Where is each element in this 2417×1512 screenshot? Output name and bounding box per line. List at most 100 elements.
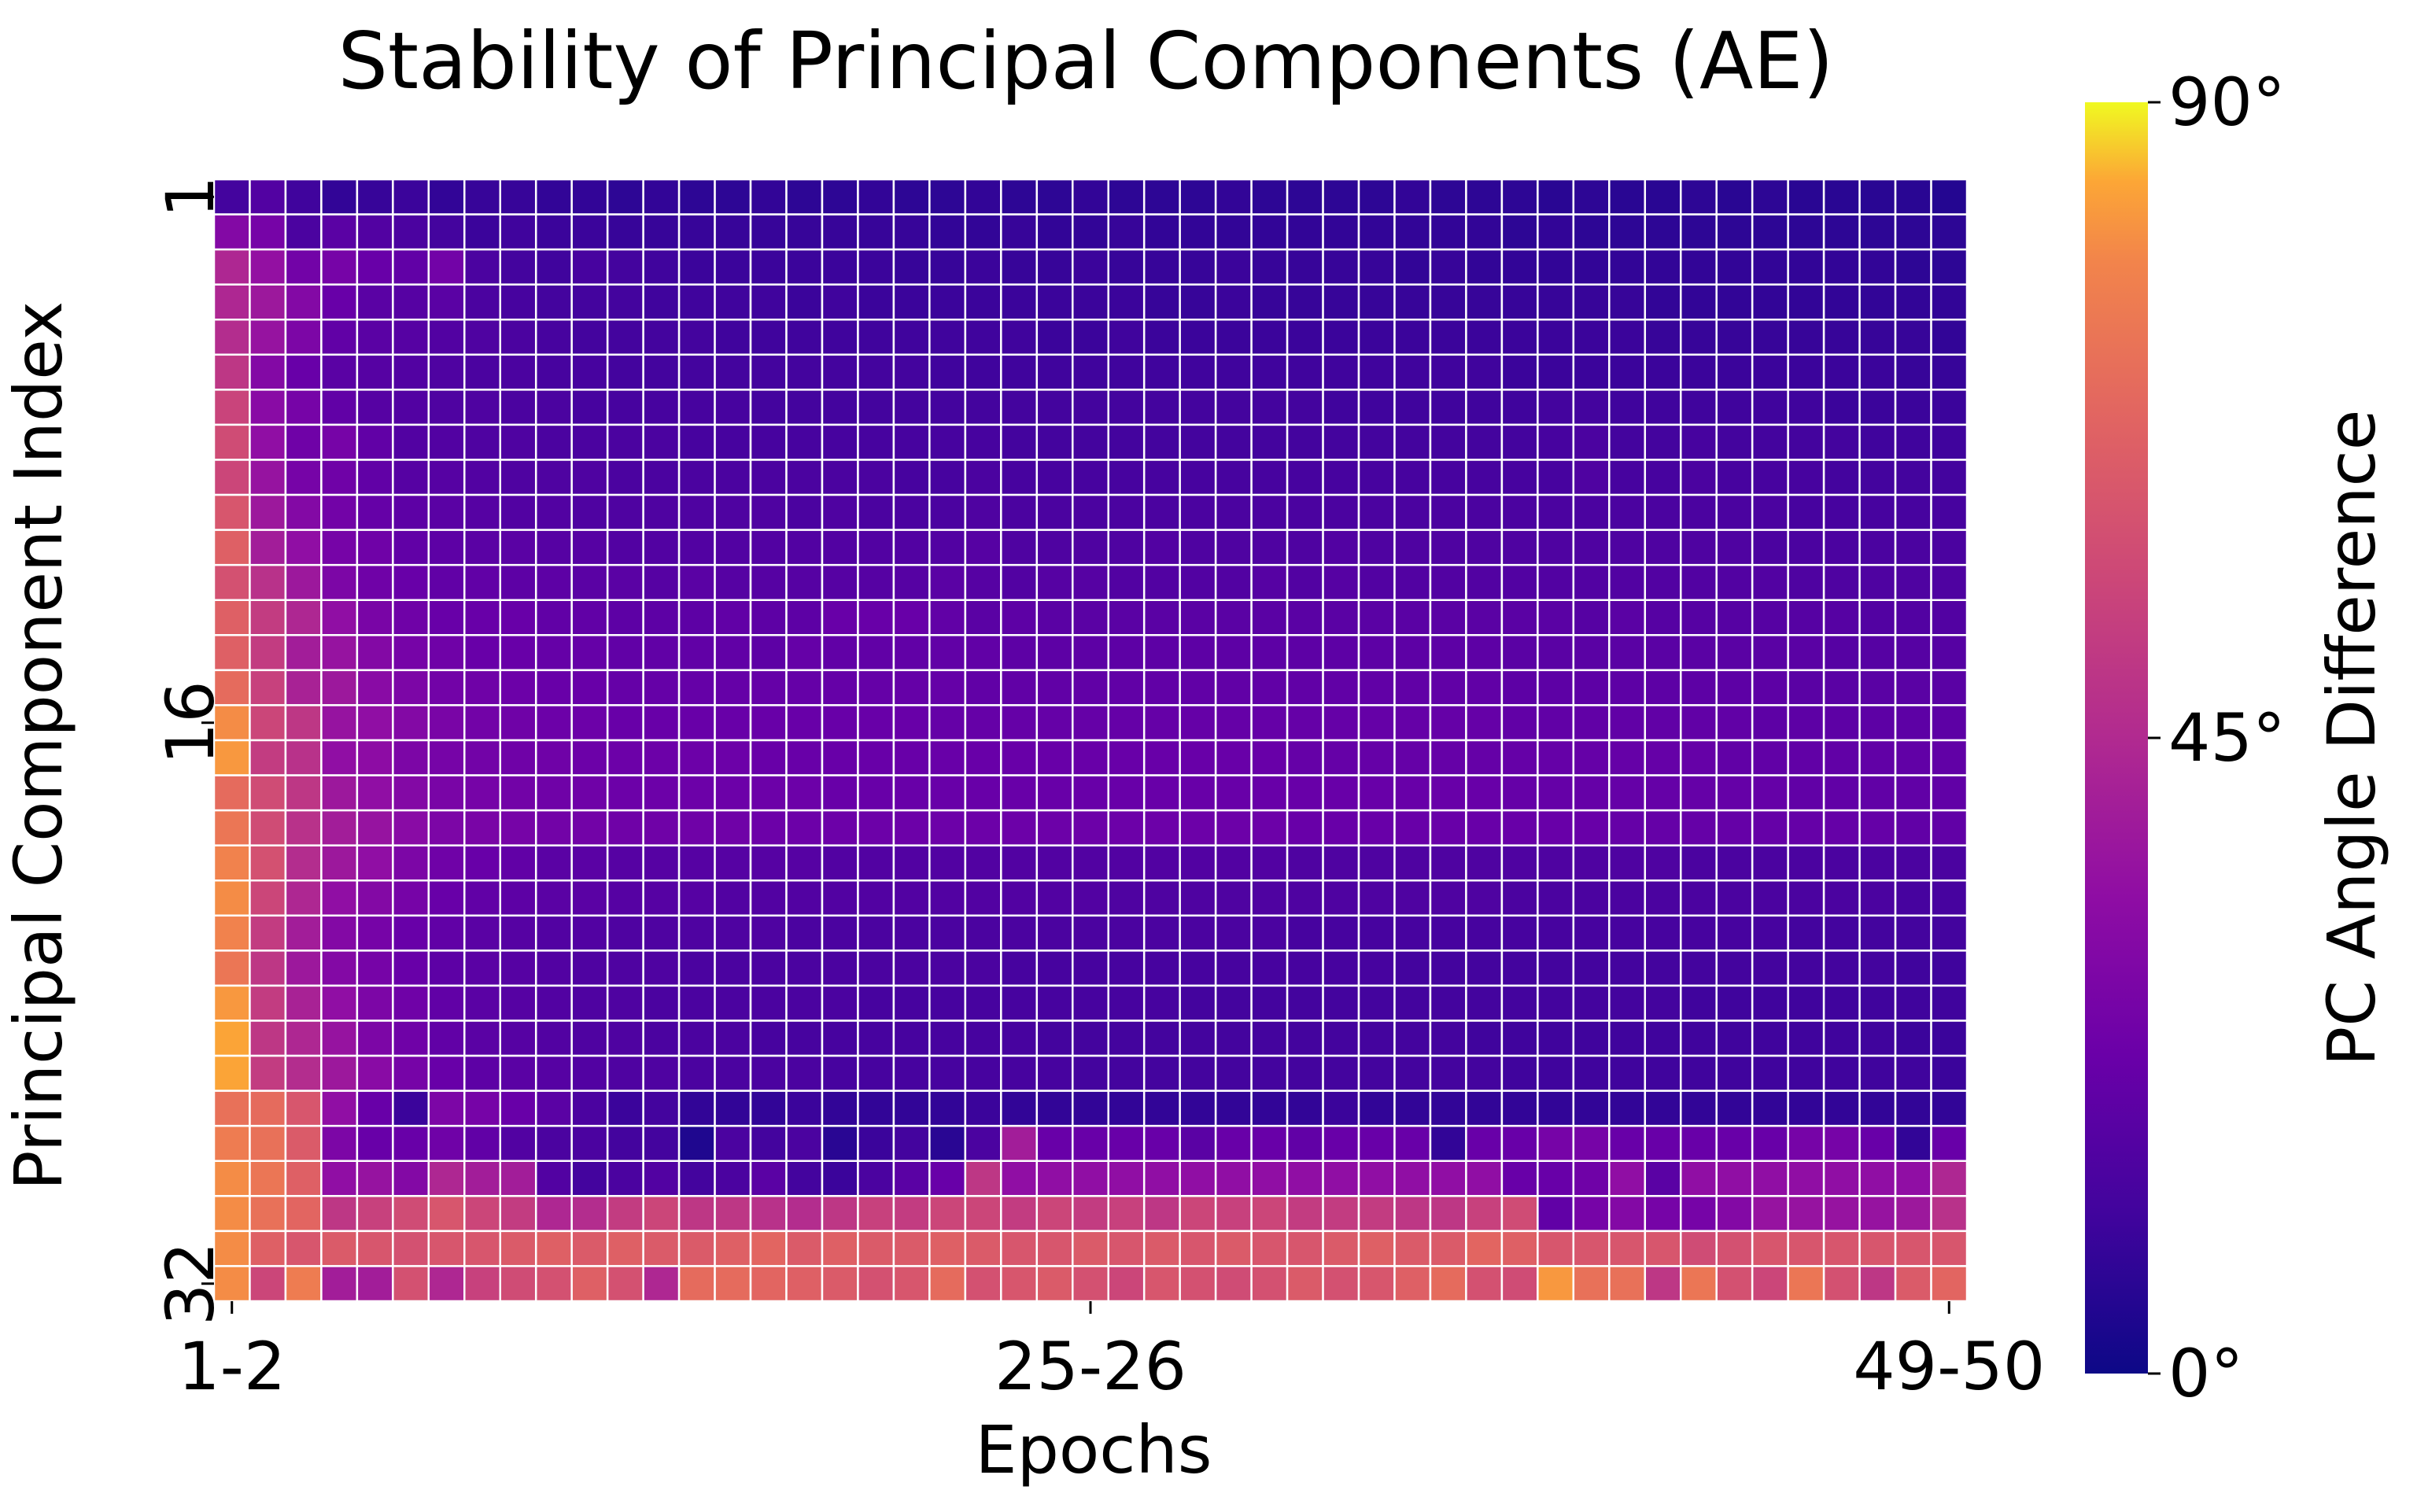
heatmap-cell bbox=[1608, 1020, 1647, 1057]
heatmap-cell bbox=[1822, 1265, 1861, 1303]
heatmap-cell bbox=[1214, 423, 1253, 461]
heatmap-cell bbox=[1286, 1124, 1324, 1162]
heatmap-cell bbox=[1537, 1195, 1575, 1233]
heatmap-cell bbox=[1822, 1230, 1861, 1267]
heatmap-cell bbox=[857, 248, 895, 286]
heatmap-cell bbox=[212, 1090, 251, 1127]
heatmap-cell bbox=[1035, 880, 1074, 917]
heatmap-cell bbox=[1179, 1160, 1217, 1197]
heatmap-cell bbox=[1035, 1090, 1074, 1127]
heatmap-cell bbox=[284, 1195, 323, 1233]
heatmap-cell bbox=[642, 319, 681, 356]
heatmap-cell bbox=[1787, 1124, 1825, 1162]
heatmap-cell bbox=[1858, 493, 1897, 531]
heatmap-cell bbox=[714, 599, 752, 636]
heatmap-cell bbox=[928, 1195, 967, 1233]
heatmap-cell bbox=[714, 248, 752, 286]
heatmap-cell bbox=[1751, 599, 1789, 636]
heatmap-cell bbox=[749, 914, 788, 952]
heatmap-cell bbox=[821, 809, 859, 846]
heatmap-cell bbox=[1572, 774, 1611, 812]
heatmap-cell bbox=[212, 634, 251, 672]
heatmap-cell bbox=[642, 809, 681, 846]
heatmap-cell bbox=[1644, 634, 1682, 672]
heatmap-cell bbox=[1035, 248, 1074, 286]
heatmap-cell bbox=[284, 669, 323, 706]
heatmap-cell bbox=[1286, 529, 1324, 566]
heatmap-cell bbox=[463, 319, 502, 356]
heatmap-cell bbox=[1894, 809, 1932, 846]
heatmap-cell bbox=[1179, 914, 1217, 952]
heatmap-cell bbox=[1142, 1230, 1181, 1267]
heatmap-cell bbox=[964, 634, 1002, 672]
heatmap-cell bbox=[284, 389, 323, 426]
heatmap-cell bbox=[392, 1090, 430, 1127]
heatmap-cell bbox=[1751, 844, 1789, 882]
heatmap-cell bbox=[1787, 1230, 1825, 1267]
heatmap-cell bbox=[499, 599, 537, 636]
heatmap-cell bbox=[570, 459, 609, 496]
heatmap-cell bbox=[1357, 844, 1396, 882]
heatmap-cell bbox=[1429, 1020, 1467, 1057]
heatmap-cell bbox=[677, 423, 716, 461]
heatmap-cell bbox=[392, 809, 430, 846]
heatmap-cell bbox=[1715, 459, 1754, 496]
heatmap-cell bbox=[1000, 319, 1039, 356]
heatmap-cell bbox=[857, 283, 895, 321]
heatmap-cell bbox=[1465, 880, 1504, 917]
heatmap-cell bbox=[749, 844, 788, 882]
heatmap-cell bbox=[1608, 353, 1647, 391]
heatmap-cell bbox=[1429, 984, 1467, 1022]
heatmap-cell bbox=[857, 1230, 895, 1267]
heatmap-cell bbox=[892, 809, 931, 846]
heatmap-cell bbox=[1179, 1020, 1217, 1057]
heatmap-cell bbox=[212, 493, 251, 531]
heatmap-cell bbox=[928, 389, 967, 426]
heatmap-cell bbox=[1608, 459, 1647, 496]
heatmap-cell bbox=[1357, 704, 1396, 742]
heatmap-cell bbox=[427, 563, 466, 601]
heatmap-cell bbox=[1357, 880, 1396, 917]
heatmap-cell bbox=[212, 529, 251, 566]
heatmap-cell bbox=[1787, 599, 1825, 636]
heatmap-cell bbox=[606, 599, 644, 636]
heatmap-cell bbox=[785, 1230, 824, 1267]
heatmap-cell bbox=[1679, 1090, 1718, 1127]
heatmap-cell bbox=[1214, 634, 1253, 672]
heatmap-cell bbox=[1858, 389, 1897, 426]
heatmap-cell bbox=[928, 634, 967, 672]
heatmap-cell bbox=[1822, 809, 1861, 846]
heatmap-cell bbox=[857, 319, 895, 356]
heatmap-cell bbox=[1072, 248, 1109, 286]
heatmap-cell bbox=[749, 669, 788, 706]
heatmap-cell bbox=[1822, 459, 1861, 496]
heatmap-cell bbox=[1500, 248, 1539, 286]
heatmap-cell bbox=[821, 844, 859, 882]
heatmap-cell bbox=[1393, 423, 1432, 461]
heatmap-cell bbox=[1644, 880, 1682, 917]
heatmap-cell bbox=[892, 704, 931, 742]
heatmap-cell bbox=[1393, 774, 1432, 812]
heatmap-cell bbox=[606, 493, 644, 531]
heatmap-cell bbox=[1751, 213, 1789, 251]
heatmap-cell bbox=[1000, 529, 1039, 566]
heatmap-cell bbox=[284, 283, 323, 321]
y-tick-label: 16 bbox=[152, 680, 229, 765]
heatmap-cell bbox=[964, 1054, 1002, 1092]
heatmap-cell bbox=[1142, 1054, 1181, 1092]
heatmap-cell bbox=[642, 704, 681, 742]
heatmap-cell bbox=[749, 248, 788, 286]
heatmap-cell bbox=[714, 984, 752, 1022]
x-tick-label: 25-26 bbox=[994, 1328, 1186, 1405]
heatmap-cell bbox=[1286, 1230, 1324, 1267]
heatmap-cell bbox=[1214, 914, 1253, 952]
colorbar-ticks: 0°45°90° bbox=[2148, 64, 2286, 1412]
heatmap-cell bbox=[1572, 599, 1611, 636]
heatmap-cell bbox=[1035, 529, 1074, 566]
heatmap-cell bbox=[821, 599, 859, 636]
heatmap-cell bbox=[1214, 1230, 1253, 1267]
heatmap-cell bbox=[320, 984, 359, 1022]
heatmap-cell bbox=[1894, 1054, 1932, 1092]
heatmap-cell bbox=[1608, 283, 1647, 321]
heatmap-cell bbox=[749, 950, 788, 987]
